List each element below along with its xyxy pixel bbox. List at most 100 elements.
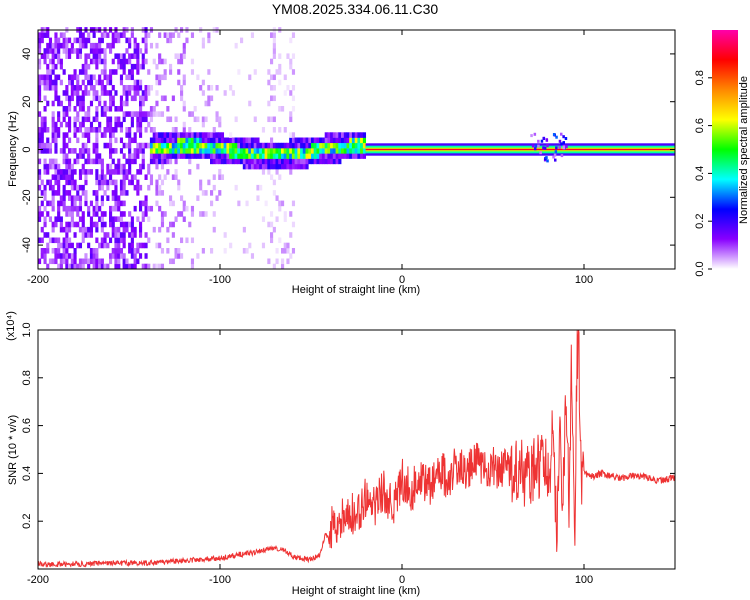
spectrogram-cell (259, 163, 263, 170)
spectrogram-cell (122, 90, 126, 96)
spectrogram-cell (565, 145, 568, 149)
spectrogram-cell (87, 158, 91, 165)
spectrogram-cell (289, 116, 293, 123)
spectrogram-cell (57, 42, 61, 49)
spectrogram-cell (78, 32, 83, 38)
spectrogram-cell (261, 163, 266, 170)
spectrogram-cell (103, 32, 107, 38)
spectrogram-cell (70, 200, 74, 207)
spectrogram-cell (171, 137, 175, 144)
spectrogram-cell (291, 221, 296, 228)
spectrogram-cell (152, 106, 156, 112)
spectrogram-cell (166, 153, 170, 159)
spectrogram-cell (51, 127, 55, 133)
spectrogram-cell (87, 116, 91, 123)
spectrogram-cell (201, 153, 205, 159)
spectrogram-cell (62, 169, 66, 175)
spectrogram-cell (278, 148, 282, 154)
spectrogram-cell (62, 158, 66, 165)
spectrogram-cell (73, 106, 77, 112)
spectrogram-cell (46, 242, 50, 249)
spectrogram-cell (155, 142, 159, 149)
spectrogram-cell (136, 142, 140, 149)
spectrogram-cell (144, 37, 148, 44)
spectrogram-cell (188, 153, 192, 159)
spectrogram-cell (38, 95, 42, 102)
spectrogram-cell (81, 116, 85, 123)
spectrogram-cell (68, 148, 72, 154)
spectrogram-cell (122, 100, 126, 107)
spectrogram-cell (100, 58, 104, 65)
spectrogram-cell (103, 237, 107, 244)
spectrogram-cell (237, 153, 241, 159)
spectrogram-cell (87, 211, 91, 217)
spectrogram-cell (283, 148, 287, 154)
spectrogram-cell (180, 195, 184, 201)
spectrogram-cell (286, 242, 290, 249)
spectrogram-cell (100, 263, 104, 270)
spectrogram-cell (46, 232, 50, 238)
spectrogram-cell (57, 53, 61, 59)
spectrogram-cell (291, 132, 296, 138)
spectrogram-cell (70, 85, 74, 91)
spectrogram-cell (343, 148, 347, 154)
spectrogram-cell (218, 148, 222, 154)
spectrogram-cell (343, 153, 347, 159)
spectrogram-cell (81, 221, 85, 228)
spectrogram-cell (92, 253, 96, 259)
spectrogram-cell (289, 63, 293, 70)
spectrogram-cell (68, 169, 72, 175)
spectrogram-cell (76, 153, 80, 159)
spectrogram-cell (109, 163, 113, 170)
spectrogram-cell (291, 69, 296, 75)
spectrogram-cell (223, 158, 227, 165)
spectrogram-cell (267, 79, 271, 86)
spectrogram-cell (122, 221, 126, 228)
spectrogram-cell (278, 158, 282, 165)
spectrogram-cell (95, 95, 99, 102)
spectrogram-cell (270, 221, 274, 228)
spectrogram-cell (155, 79, 159, 86)
spectrogram-cell (166, 142, 170, 149)
spectrogram-cell (78, 258, 83, 265)
spectrogram-cell (242, 226, 246, 233)
spectrogram-cell (109, 74, 113, 81)
spectrogram-cell (59, 221, 63, 228)
spectrogram-cell (68, 195, 72, 201)
spectrogram-cell (95, 195, 99, 201)
spectrogram-cell (51, 58, 55, 65)
spectrogram-cell (114, 121, 118, 128)
spectrogram-cell (223, 153, 227, 159)
spectrogram-cell (259, 153, 263, 159)
spectrogram-cell (130, 111, 134, 117)
spectrogram-cell (95, 63, 99, 70)
spectrogram-cell (302, 137, 306, 144)
spectrogram-cell (560, 132, 563, 136)
spectrogram-cell (155, 158, 159, 165)
spectrogram-cell (98, 53, 102, 59)
spectrogram-cell (155, 184, 159, 191)
spectrogram-cell (188, 111, 192, 117)
spectrogram-cell (139, 163, 143, 170)
spectrogram-cell (109, 253, 113, 259)
spectrogram-cell (270, 58, 274, 65)
spectrogram-cell (163, 148, 167, 154)
spectrogram-cell (46, 48, 50, 54)
spectrogram-cell (81, 184, 85, 191)
spectrogram-cell (223, 137, 227, 144)
signal-line-layer-3 (365, 148, 675, 151)
spectrogram-cell (267, 69, 271, 75)
spectrogram-cell (302, 142, 306, 149)
spectrogram-cell (330, 132, 334, 138)
spectrogram-cell (133, 95, 137, 102)
spectrogram-cell (103, 232, 107, 238)
spectrogram-cell (136, 153, 140, 159)
spectrogram-cell (114, 69, 118, 75)
spectrogram-cell (122, 53, 126, 59)
spectrogram-cell (316, 142, 320, 149)
spectrogram-cell (62, 32, 66, 38)
spectrogram-cell (294, 137, 298, 144)
spectrogram-cell (283, 248, 287, 254)
spectrogram-cell (109, 121, 113, 128)
spectrogram-cell (100, 37, 104, 44)
